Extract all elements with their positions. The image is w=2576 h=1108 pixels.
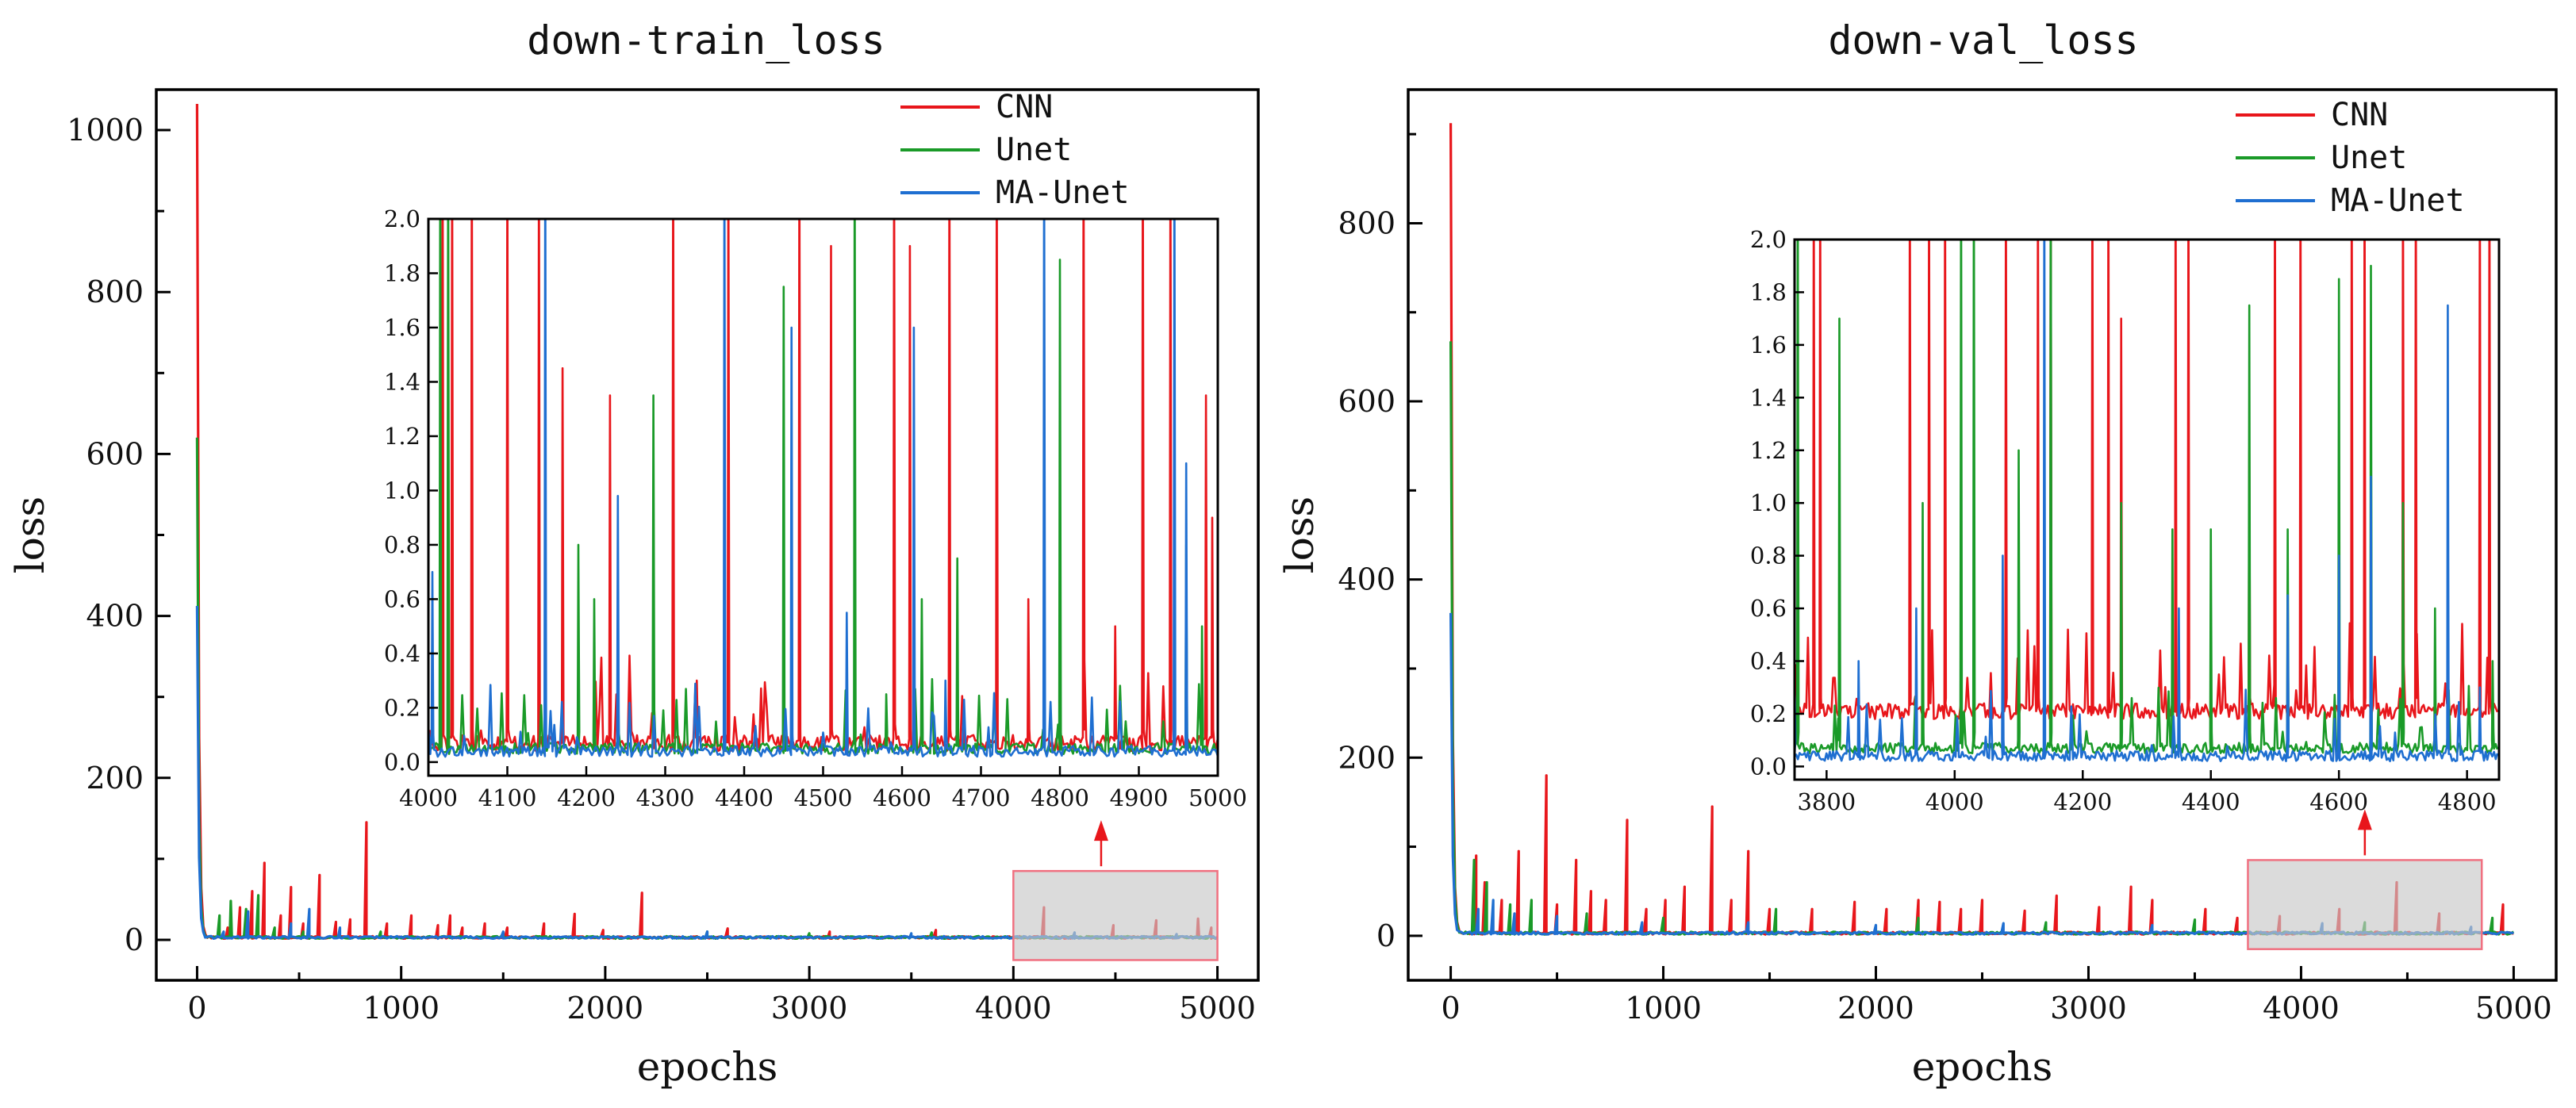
inset-x-tick-label: 4600 <box>873 784 931 811</box>
zoom-arrow-head <box>2357 809 2372 830</box>
legend: CNN Unet MA-Unet <box>2236 97 2465 219</box>
inset-x-tick-label: 5000 <box>1188 784 1247 811</box>
y-tick-label: 600 <box>1338 384 1395 419</box>
inset-y-tick-label: 1.8 <box>384 259 420 286</box>
x-tick-label: 1000 <box>1625 991 1702 1026</box>
inset-y-tick-label: 0.0 <box>1750 753 1787 780</box>
inset-x-tick-label: 4900 <box>1110 784 1169 811</box>
inset-y-tick-label: 0.8 <box>1750 542 1787 569</box>
y-axis-label: loss <box>1276 496 1323 573</box>
inset-y-tick-label: 0.8 <box>384 531 420 558</box>
inset-background <box>1795 240 2499 780</box>
inset-background <box>428 219 1218 776</box>
y-tick-label: 800 <box>86 274 144 309</box>
x-tick-label: 1000 <box>363 991 440 1026</box>
inset-x-tick-label: 4500 <box>794 784 853 811</box>
inset-y-tick-label: 1.2 <box>1750 437 1787 464</box>
inset-y-tick-label: 2.0 <box>384 205 420 232</box>
x-tick-label: 2000 <box>567 991 644 1026</box>
x-tick-label: 4000 <box>975 991 1052 1026</box>
y-tick-label: 400 <box>1338 562 1395 597</box>
x-axis-label: epochs <box>1912 1044 2053 1090</box>
legend: CNN Unet MA-Unet <box>900 89 1130 211</box>
inset-plot: 4000 4100 4200 4300 4400 4500 4600 4700 4800 4900… <box>384 205 1247 811</box>
plot-frame <box>1407 88 2558 982</box>
inset-x-tick-label: 4200 <box>2053 788 2112 815</box>
zoom-region-box <box>1012 869 1219 961</box>
inset-y-tick-label: 0.4 <box>1750 648 1787 675</box>
inset-x-tick-label: 4300 <box>636 784 695 811</box>
inset-y-tick-label: 0.2 <box>1750 700 1787 727</box>
inset-y-tick-label: 1.2 <box>384 423 420 450</box>
x-tick-label: 2000 <box>1837 991 1914 1026</box>
legend-label-cnn: CNN <box>2331 97 2388 133</box>
legend-label-unet: Unet <box>2331 140 2407 176</box>
inset-y-tick-label: 0.2 <box>384 694 420 721</box>
inset-y-tick-label: 1.0 <box>384 477 420 504</box>
inset-series-line-ma-unet <box>428 219 1218 758</box>
inset-x-tick-label: 4400 <box>2182 788 2240 815</box>
inset-frame <box>427 217 1219 777</box>
inset-y-tick-label: 0.0 <box>384 749 420 776</box>
y-tick-label: 200 <box>1338 740 1395 775</box>
inset-y-tick-label: 1.8 <box>1750 278 1787 305</box>
y-axis-label: loss <box>7 496 53 573</box>
y-tick-label: 0 <box>1376 918 1395 953</box>
inset-y-tick-label: 1.6 <box>1750 332 1787 358</box>
inset-x-tick-label: 4600 <box>2309 788 2368 815</box>
legend-label-ma-unet: MA-Unet <box>996 174 1130 211</box>
inset-frame <box>1793 238 2501 781</box>
x-tick-label: 5000 <box>2475 991 2552 1026</box>
inset-y-tick-label: 0.6 <box>384 585 420 612</box>
legend-label-cnn: CNN <box>996 89 1053 125</box>
y-tick-label: 400 <box>86 599 144 634</box>
inset-y-tick-label: 0.6 <box>1750 595 1787 622</box>
y-tick-label: 1000 <box>67 113 144 148</box>
x-tick-label: 5000 <box>1179 991 1256 1026</box>
chart-title: down-val_loss <box>1828 17 2138 63</box>
chart-title: down-train_loss <box>527 17 885 63</box>
inset-x-tick-label: 4700 <box>952 784 1011 811</box>
zoom-region-box <box>2247 859 2483 950</box>
y-tick-label: 600 <box>86 436 144 471</box>
plot-frame <box>155 88 1260 982</box>
x-axis-label: epochs <box>637 1044 778 1090</box>
inset-x-tick-label: 4200 <box>557 784 616 811</box>
inset-x-tick-label: 4400 <box>715 784 774 811</box>
inset-x-tick-label: 3800 <box>1797 788 1856 815</box>
inset-y-tick-label: 1.4 <box>1750 384 1787 411</box>
x-tick-label: 3000 <box>2050 991 2127 1026</box>
zoom-arrow-head <box>1093 820 1108 842</box>
inset-x-tick-label: 4800 <box>2438 788 2497 815</box>
inset-plot: 3800 4000 4200 4400 4600 4800 0.0 0.2 0.4 0.6 0.8 1… <box>1750 226 2501 815</box>
y-tick-label: 800 <box>1338 205 1395 240</box>
inset-y-tick-label: 0.4 <box>384 640 420 667</box>
inset-x-tick-label: 4800 <box>1031 784 1089 811</box>
inset-y-tick-label: 1.6 <box>384 314 420 341</box>
inset-y-tick-label: 1.4 <box>384 368 420 395</box>
x-tick-label: 0 <box>187 991 206 1026</box>
inset-x-tick-label: 4000 <box>1925 788 1984 815</box>
legend-label-ma-unet: MA-Unet <box>2331 182 2465 219</box>
inset-y-tick-label: 2.0 <box>1750 226 1787 253</box>
inset-x-tick-label: 4100 <box>478 784 537 811</box>
x-tick-label: 3000 <box>771 991 848 1026</box>
inset-x-tick-label: 4000 <box>399 784 458 811</box>
y-tick-label: 200 <box>86 761 144 796</box>
y-tick-label: 0 <box>125 922 144 957</box>
x-tick-label: 4000 <box>2263 991 2340 1026</box>
x-tick-label: 0 <box>1441 991 1460 1026</box>
inset-y-tick-label: 1.0 <box>1750 489 1787 516</box>
inset-series-line-ma-unet <box>1795 240 2499 762</box>
legend-label-unet: Unet <box>996 132 1072 168</box>
